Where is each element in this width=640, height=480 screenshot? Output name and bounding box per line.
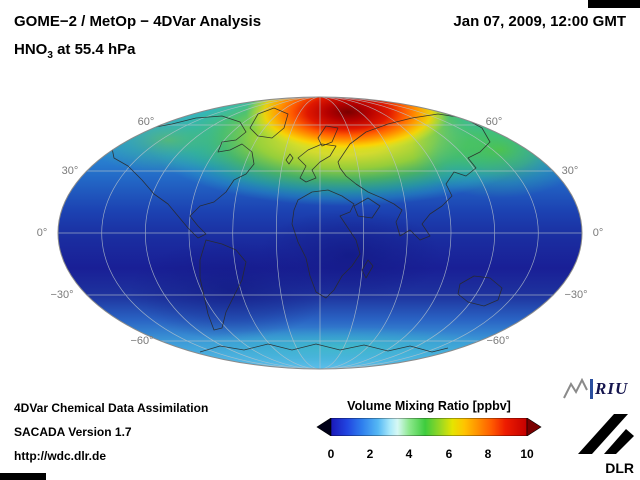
colorbar-underflow-arrow — [316, 418, 332, 436]
colorbar-gradient — [330, 418, 528, 436]
lat-label-right-0: 0° — [592, 227, 604, 239]
dlr-wing-icon — [578, 414, 634, 454]
riu-bar-icon — [590, 379, 593, 399]
colorbar-tick: 2 — [366, 447, 374, 461]
colorbar-overflow-arrow — [526, 418, 542, 436]
colorbar-tick: 6 — [445, 447, 453, 461]
lat-label-left-30s: −30° — [50, 289, 74, 301]
species-subscript: 3 — [47, 50, 53, 61]
dlr-logo-text: DLR — [605, 460, 634, 476]
lat-label-right-30n: 30° — [561, 165, 579, 177]
lat-label-left-60n: 60° — [137, 116, 155, 128]
riu-logo: RIU — [562, 378, 628, 400]
species-title: HNO3 at 55.4 hPa — [14, 41, 135, 61]
colorbar-tick: 10 — [520, 447, 534, 461]
dlr-logo: DLR — [576, 414, 634, 476]
colorbar — [316, 418, 542, 436]
footer-line-url: http://wdc.dlr.de — [14, 449, 106, 463]
footer-line-version: SACADA Version 1.7 — [14, 425, 132, 439]
lat-label-right-60s: −60° — [486, 335, 510, 347]
coastlines — [111, 107, 503, 353]
colorbar-tick: 4 — [405, 447, 413, 461]
top-right-black-bar — [588, 0, 640, 8]
lat-label-left-60s: −60° — [130, 335, 154, 347]
lat-label-left-30n: 30° — [61, 165, 79, 177]
field-layers — [58, 97, 582, 369]
species-suffix: at 55.4 hPa — [52, 41, 136, 58]
footer-line-assimilation: 4DVar Chemical Data Assimilation — [14, 401, 209, 415]
page-title: GOME−2 / MetOp − 4DVar Analysis — [14, 13, 262, 30]
map-outline — [57, 96, 583, 370]
lat-label-right-60n: 60° — [485, 116, 503, 128]
datetime-label: Jan 07, 2009, 12:00 GMT — [453, 13, 626, 30]
riu-logo-text: RIU — [595, 379, 629, 398]
lat-label-left-0: 0° — [36, 227, 48, 239]
species-prefix: HNO — [14, 41, 48, 58]
colorbar-title: Volume Mixing Ratio [ppbv] — [347, 399, 511, 413]
colorbar-tick: 0 — [327, 447, 335, 461]
riu-peak-icon — [563, 378, 588, 399]
lat-label-right-30s: −30° — [564, 289, 588, 301]
colorbar-tick: 8 — [484, 447, 492, 461]
bottom-left-black-bar — [0, 473, 46, 480]
